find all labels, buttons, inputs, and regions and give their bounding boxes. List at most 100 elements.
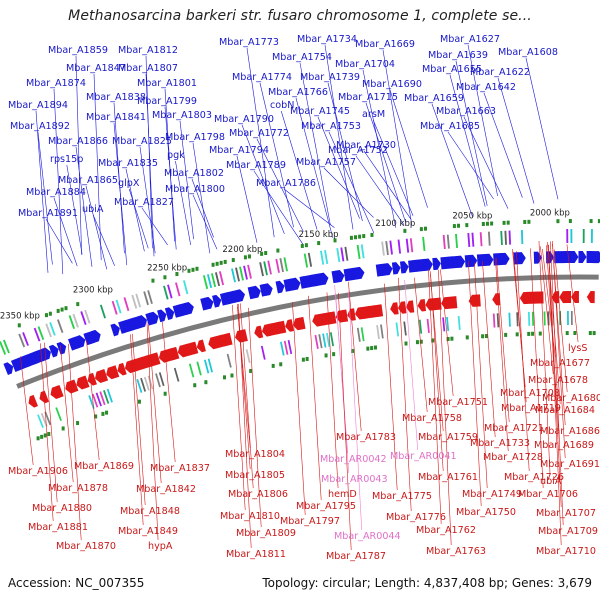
leader-line xyxy=(164,106,177,250)
leader-line xyxy=(513,251,527,403)
marker-dot xyxy=(404,341,408,346)
leader-line xyxy=(348,281,362,432)
leader-line xyxy=(53,197,78,267)
gene-label: Mbar_A1841 xyxy=(86,112,146,123)
forward-gene-arrow xyxy=(484,253,494,266)
reverse-gene-arrow xyxy=(117,362,127,376)
leader-line xyxy=(256,138,304,232)
leader-line xyxy=(335,293,350,474)
leader-line xyxy=(93,73,102,261)
forward-gene-arrow xyxy=(41,347,51,361)
gene-label: Mbar_A1730 xyxy=(336,140,396,151)
reverse-gene-arrow xyxy=(80,375,90,389)
marker-dot xyxy=(481,334,485,339)
forward-gene-arrow xyxy=(355,266,365,280)
gene-label: Mbar_A1753 xyxy=(301,121,361,132)
feature-block xyxy=(280,341,285,356)
gene-label: Mbar_A1884 xyxy=(26,187,86,198)
marker-dot xyxy=(60,307,64,312)
forward-gene-arrow xyxy=(149,311,159,325)
leader-line xyxy=(552,240,566,459)
reverse-gene-arrow xyxy=(296,316,306,330)
marker-dot xyxy=(358,234,362,239)
feature-block xyxy=(442,234,446,250)
leader-line xyxy=(566,244,579,343)
gene-label: Mbar_A1739 xyxy=(300,72,360,83)
feature-block xyxy=(111,300,118,315)
gene-label: Mbar_A1880 xyxy=(32,503,92,514)
marker-dot xyxy=(431,338,435,343)
marker-dot xyxy=(588,331,592,336)
feature-block xyxy=(426,318,430,333)
feature-block xyxy=(336,247,341,263)
leader-line xyxy=(414,277,428,413)
feature-block xyxy=(590,229,593,244)
reverse-gene-arrow xyxy=(98,369,109,382)
reverse-gene-arrow xyxy=(405,300,415,313)
leader-line xyxy=(248,307,262,528)
leader-line xyxy=(238,303,252,549)
gene-label: Mbar_A1837 xyxy=(150,463,210,474)
feature-block xyxy=(314,334,319,349)
feature-block xyxy=(582,229,585,244)
gene-label: Mbar_A1772 xyxy=(229,128,289,139)
gene-label: Mbar_AR0044 xyxy=(334,531,401,542)
marker-dot xyxy=(502,220,506,225)
feature-block xyxy=(91,393,99,408)
gene-label: hemD xyxy=(328,489,357,500)
feature-block xyxy=(72,313,79,328)
marker-dot xyxy=(366,346,370,351)
marker-dot xyxy=(506,220,510,225)
marker-dot xyxy=(279,362,283,367)
marker-dot xyxy=(175,272,179,277)
marker-dot xyxy=(370,346,374,351)
gene-label: Mbar_A1762 xyxy=(416,525,476,536)
leader-line xyxy=(241,124,285,235)
leader-line xyxy=(146,322,159,541)
gene-label: Mbar_AR0043 xyxy=(321,474,388,485)
marker-dot xyxy=(271,363,275,368)
leader-line xyxy=(355,155,405,225)
leader-line xyxy=(317,116,360,219)
gene-label: Mbar_A1715 xyxy=(338,92,398,103)
leader-line xyxy=(497,77,535,204)
gene-label: Mbar_A1608 xyxy=(498,47,558,58)
reverse-gene-arrow xyxy=(448,296,458,309)
gene-label: Mbar_A1680 xyxy=(542,393,600,404)
marker-dot xyxy=(568,219,572,224)
reverse-gene-arrow xyxy=(277,320,287,334)
marker-dot xyxy=(260,251,264,256)
feature-block xyxy=(95,392,102,407)
leader-line xyxy=(35,110,49,273)
gene-label: Mbar_A1678 xyxy=(528,375,588,386)
feature-block xyxy=(99,391,106,406)
forward-gene-arrow xyxy=(157,309,167,323)
feature-block xyxy=(303,253,309,268)
marker-dot xyxy=(573,331,577,336)
marker-dot xyxy=(465,223,469,228)
feature-block xyxy=(418,319,423,334)
leader-line xyxy=(463,116,509,209)
gene-label: Mbar_A1794 xyxy=(209,145,269,156)
marker-dot xyxy=(332,352,336,357)
gene-label: Mbar_A1686 xyxy=(540,426,600,437)
gene-label: Mbar_A1751 xyxy=(428,397,488,408)
gene-label: Mbar_A1799 xyxy=(137,96,197,107)
feature-block xyxy=(307,252,313,267)
feature-block xyxy=(385,241,389,256)
feature-block xyxy=(487,231,491,246)
gene-label: Mbar_A1866 xyxy=(48,136,108,147)
marker-dot xyxy=(373,345,377,350)
gene-label: Mbar_A1758 xyxy=(402,413,462,424)
marker-dot xyxy=(48,311,52,316)
marker-dot xyxy=(419,339,423,344)
feature-block xyxy=(115,299,122,314)
marker-dot xyxy=(523,219,527,224)
gene-label: Mbar_A1749 xyxy=(462,489,522,500)
leader-line xyxy=(554,249,568,393)
marker-dot xyxy=(317,241,321,246)
leader-line xyxy=(240,303,254,489)
leader-line xyxy=(85,185,108,270)
gene-label: Mbar_A1691 xyxy=(540,459,600,470)
marker-dot xyxy=(193,383,197,388)
